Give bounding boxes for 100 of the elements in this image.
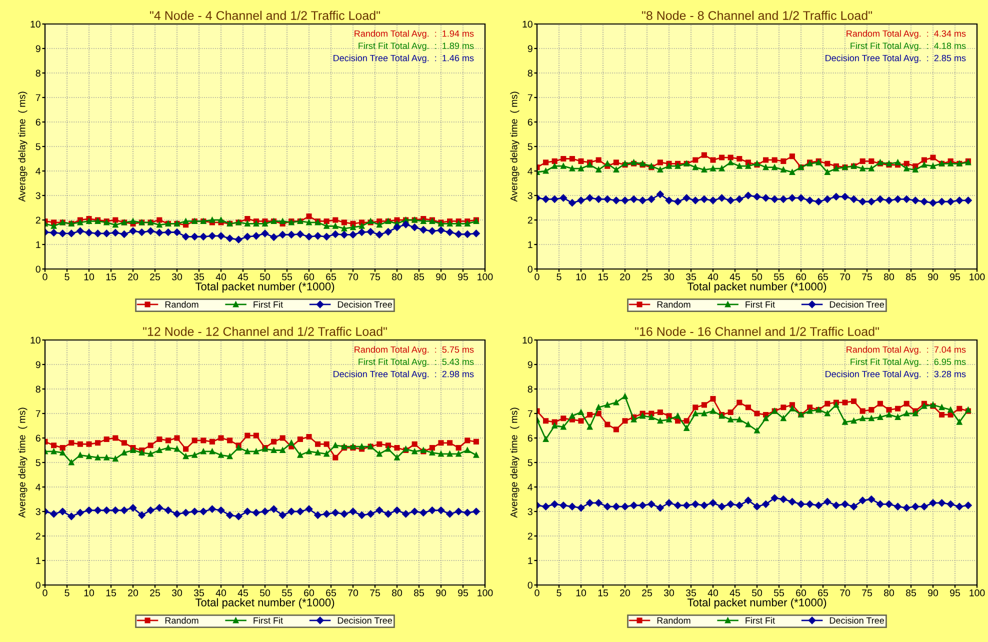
- annotation: Random Total Avg. : 7.04 ms: [846, 346, 966, 355]
- y-tick-label: 8: [36, 386, 40, 393]
- y-tick-label: 4: [36, 168, 41, 175]
- x-tick-label: 35: [194, 273, 204, 280]
- x-axis-title: Total packet number (*1000): [195, 598, 334, 609]
- x-axis-title: Total packet number (*1000): [195, 282, 334, 293]
- x-tick-label: 85: [414, 589, 424, 596]
- x-tick-label: 60: [796, 273, 806, 280]
- x-tick-label: 60: [304, 589, 314, 596]
- x-tick-label: 30: [172, 589, 182, 596]
- annotation: Random Total Avg. : 5.75 ms: [354, 346, 474, 355]
- x-tick-label: 20: [128, 273, 138, 280]
- x-tick-label: 0: [534, 273, 540, 280]
- y-tick-label: 8: [36, 70, 40, 77]
- y-tick-label: 7: [528, 410, 532, 418]
- y-axis-title: Average delay time ( ms): [510, 92, 520, 202]
- y-tick-label: 4: [528, 168, 533, 175]
- x-tick-label: 40: [216, 273, 226, 280]
- y-tick-label: 1: [36, 241, 40, 248]
- x-tick-label: 100: [478, 273, 493, 280]
- y-tick-label: 5: [36, 459, 40, 466]
- x-tick-label: 5: [64, 590, 70, 596]
- legend-label: Random: [165, 301, 198, 308]
- x-tick-label: 0: [42, 273, 48, 280]
- x-tick-label: 0: [42, 589, 48, 596]
- x-tick-label: 45: [730, 274, 740, 280]
- y-tick-label: 10: [522, 20, 532, 28]
- x-tick-label: 10: [576, 589, 586, 596]
- y-tick-label: 9: [36, 45, 40, 52]
- x-tick-label: 5: [556, 590, 562, 596]
- x-tick-label: 80: [392, 273, 402, 280]
- x-tick-label: 80: [884, 273, 894, 280]
- x-tick-label: 50: [260, 273, 270, 280]
- y-tick-label: 10: [30, 336, 40, 344]
- chart-title: "16 Node - 16 Channel and 1/2 Traffic Load": [635, 326, 879, 336]
- y-tick-label: 7: [528, 94, 532, 102]
- legend-label: Decision Tree: [338, 617, 392, 624]
- x-tick-label: 45: [730, 590, 740, 596]
- x-tick-label: 90: [928, 589, 938, 596]
- x-tick-label: 95: [950, 589, 960, 596]
- x-tick-label: 5: [64, 274, 70, 280]
- x-tick-label: 35: [194, 589, 204, 596]
- x-tick-label: 15: [106, 590, 116, 596]
- x-tick-label: 55: [282, 590, 292, 596]
- x-tick-label: 35: [686, 273, 696, 280]
- y-axis-title: Average delay time ( ms): [18, 92, 28, 202]
- y-tick-label: 1: [36, 557, 40, 564]
- legend-label: Random: [165, 617, 198, 624]
- x-tick-label: 50: [260, 589, 270, 596]
- chart-title: "12 Node - 12 Channel and 1/2 Traffic Load": [143, 326, 387, 336]
- x-tick-label: 100: [970, 273, 985, 280]
- annotation: First Fit Total Avg. : 1.89 ms: [358, 42, 474, 51]
- annotation: Decision Tree Total Avg. : 1.46 ms: [334, 54, 474, 64]
- y-tick-label: 3: [528, 508, 532, 516]
- y-tick-label: 4: [528, 484, 533, 491]
- x-tick-label: 40: [216, 589, 226, 596]
- x-axis-title: Total packet number (*1000): [687, 282, 826, 293]
- annotation: First Fit Total Avg. : 5.43 ms: [358, 358, 474, 367]
- y-tick-label: 1: [528, 557, 532, 564]
- x-tick-label: 10: [576, 273, 586, 280]
- x-tick-label: 100: [478, 589, 493, 596]
- x-tick-label: 65: [326, 589, 336, 596]
- y-tick-label: 6: [528, 118, 532, 126]
- x-tick-label: 85: [906, 273, 916, 280]
- x-tick-label: 20: [128, 589, 138, 596]
- y-tick-label: 8: [528, 70, 532, 77]
- x-tick-label: 40: [708, 273, 718, 280]
- y-axis-title: Average delay time ( ms): [18, 408, 28, 518]
- x-tick-label: 55: [282, 274, 292, 280]
- x-tick-label: 85: [906, 589, 916, 596]
- x-tick-label: 25: [642, 589, 652, 596]
- y-tick-label: 7: [36, 94, 40, 102]
- x-tick-label: 70: [840, 589, 850, 596]
- x-tick-label: 15: [598, 590, 608, 596]
- x-tick-label: 60: [304, 273, 314, 280]
- y-tick-label: 10: [522, 336, 532, 344]
- x-tick-label: 90: [928, 273, 938, 280]
- x-tick-label: 100: [970, 589, 985, 596]
- y-tick-label: 9: [528, 361, 532, 368]
- x-tick-label: 75: [370, 274, 380, 280]
- x-tick-label: 60: [796, 589, 806, 596]
- x-tick-label: 75: [862, 274, 872, 280]
- y-tick-label: 6: [36, 118, 40, 126]
- legend-label: Decision Tree: [830, 301, 884, 308]
- annotation: Random Total Avg. : 1.94 ms: [354, 30, 474, 39]
- x-tick-label: 20: [620, 589, 630, 596]
- x-tick-label: 65: [326, 273, 336, 280]
- y-tick-label: 9: [528, 45, 532, 52]
- y-axis-title: Average delay time ( ms): [510, 408, 520, 518]
- y-tick-label: 8: [528, 386, 532, 393]
- annotation: Random Total Avg. : 4.34 ms: [846, 30, 966, 39]
- x-tick-label: 20: [620, 273, 630, 280]
- x-tick-label: 15: [106, 274, 116, 280]
- x-tick-label: 80: [392, 589, 402, 596]
- y-tick-label: 6: [528, 434, 532, 442]
- legend-label: Decision Tree: [338, 301, 392, 308]
- x-tick-label: 70: [348, 273, 358, 280]
- y-tick-label: 2: [528, 216, 532, 224]
- y-tick-label: 3: [36, 192, 40, 200]
- y-tick-label: 5: [528, 143, 532, 150]
